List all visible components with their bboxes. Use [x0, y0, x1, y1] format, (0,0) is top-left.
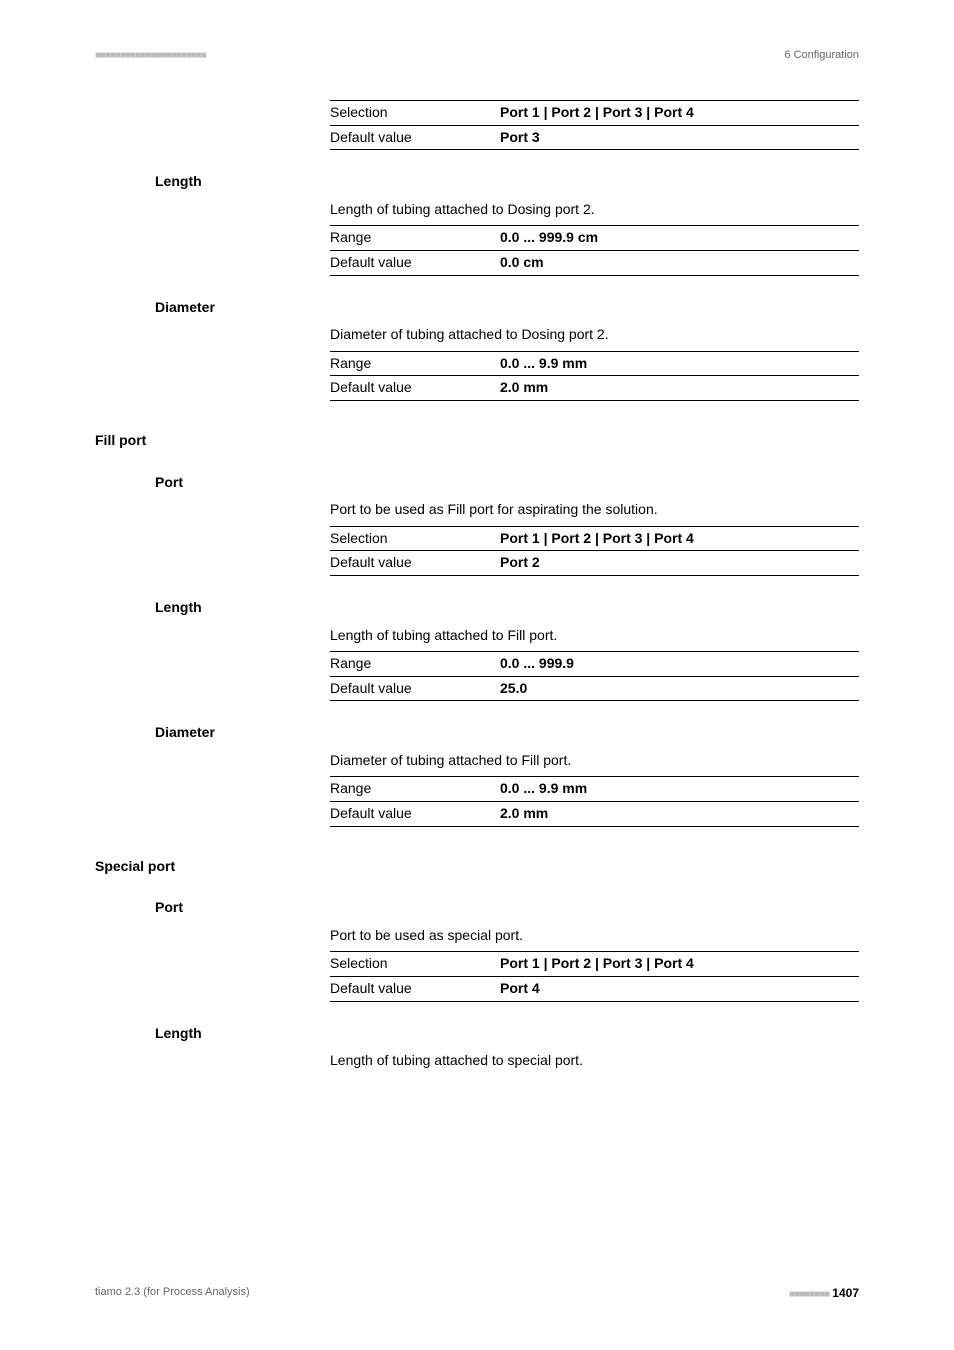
param-row: Range0.0 ... 9.9 mm: [330, 776, 859, 801]
param-block: Length Length of tubing attached to speci…: [155, 1024, 859, 1071]
param-indent: Diameter of tubing attached to Fill port…: [330, 751, 859, 827]
param-key: Default value: [330, 378, 500, 398]
param-label: Length: [155, 598, 859, 618]
param-indent: Port to be used as Fill port for aspirat…: [330, 500, 859, 576]
footer-left: tiamo 2.3 (for Process Analysis): [95, 1285, 250, 1302]
param-block: Port Port to be used as special port. Sele…: [155, 898, 859, 1001]
param-value: 0.0 ... 999.9: [500, 654, 859, 674]
param-key: Default value: [330, 253, 500, 273]
param-block: Length Length of tubing attached to Dosin…: [155, 172, 859, 275]
content-area: SelectionPort 1 | Port 2 | Port 3 | Port…: [155, 100, 859, 1077]
param-key: Default value: [330, 553, 500, 573]
param-key: Default value: [330, 679, 500, 699]
param-key: Range: [330, 779, 500, 799]
param-indent: SelectionPort 1 | Port 2 | Port 3 | Port…: [330, 100, 859, 150]
param-key: Default value: [330, 128, 500, 148]
param-value: 0.0 cm: [500, 253, 859, 273]
param-row: Default value2.0 mm: [330, 801, 859, 827]
param-indent: Port to be used as special port. Selectio…: [330, 926, 859, 1002]
param-row: Default value0.0 cm: [330, 250, 859, 276]
param-key: Range: [330, 654, 500, 674]
param-value: Port 3: [500, 128, 859, 148]
param-row: Default valuePort 4: [330, 976, 859, 1002]
param-description: Length of tubing attached to Fill port.: [330, 626, 859, 646]
param-row: SelectionPort 1 | Port 2 | Port 3 | Port…: [330, 951, 859, 976]
param-row: Default value2.0 mm: [330, 375, 859, 401]
param-row: Range0.0 ... 999.9: [330, 651, 859, 676]
param-block: Diameter Diameter of tubing attached to D…: [155, 298, 859, 401]
param-description: Port to be used as special port.: [330, 926, 859, 946]
param-description: Length of tubing attached to Dosing port…: [330, 200, 859, 220]
param-row: SelectionPort 1 | Port 2 | Port 3 | Port…: [330, 526, 859, 551]
param-value: 0.0 ... 9.9 mm: [500, 779, 859, 799]
param-key: Default value: [330, 804, 500, 824]
param-key: Default value: [330, 979, 500, 999]
footer-dots: ■■■■■■■■: [789, 1289, 829, 1300]
param-row: SelectionPort 1 | Port 2 | Port 3 | Port…: [330, 100, 859, 125]
param-label: Port: [155, 473, 859, 493]
param-value: 0.0 ... 9.9 mm: [500, 354, 859, 374]
section-heading: Special port: [95, 857, 859, 877]
param-row: Range0.0 ... 9.9 mm: [330, 351, 859, 376]
param-indent: Diameter of tubing attached to Dosing po…: [330, 325, 859, 401]
param-description: Diameter of tubing attached to Dosing po…: [330, 325, 859, 345]
param-description: Diameter of tubing attached to Fill port…: [330, 751, 859, 771]
param-key: Selection: [330, 103, 500, 123]
param-description: Length of tubing attached to special por…: [330, 1051, 859, 1071]
param-indent: Length of tubing attached to special por…: [330, 1051, 859, 1071]
param-value: Port 2: [500, 553, 859, 573]
param-block: Diameter Diameter of tubing attached to F…: [155, 723, 859, 826]
param-key: Selection: [330, 529, 500, 549]
param-key: Selection: [330, 954, 500, 974]
param-value: Port 1 | Port 2 | Port 3 | Port 4: [500, 529, 859, 549]
param-value: 25.0: [500, 679, 859, 699]
param-value: 2.0 mm: [500, 378, 859, 398]
param-block: SelectionPort 1 | Port 2 | Port 3 | Port…: [155, 100, 859, 150]
section-heading: Fill port: [95, 431, 859, 451]
param-label: Port: [155, 898, 859, 918]
param-label: Length: [155, 172, 859, 192]
param-block: Length Length of tubing attached to Fill …: [155, 598, 859, 701]
param-label: Length: [155, 1024, 859, 1044]
param-value: 0.0 ... 999.9 cm: [500, 228, 859, 248]
param-block: Port Port to be used as Fill port for asp…: [155, 473, 859, 576]
param-key: Range: [330, 354, 500, 374]
param-row: Default valuePort 3: [330, 125, 859, 151]
param-value: Port 1 | Port 2 | Port 3 | Port 4: [500, 103, 859, 123]
param-indent: Length of tubing attached to Dosing port…: [330, 200, 859, 276]
param-label: Diameter: [155, 723, 859, 743]
param-value: 2.0 mm: [500, 804, 859, 824]
param-label: Diameter: [155, 298, 859, 318]
param-row: Default valuePort 2: [330, 550, 859, 576]
header-dots: ■■■■■■■■■■■■■■■■■■■■■■: [95, 49, 206, 63]
page-footer: tiamo 2.3 (for Process Analysis) ■■■■■■■…: [95, 1285, 859, 1302]
param-row: Default value25.0: [330, 676, 859, 702]
page-header: ■■■■■■■■■■■■■■■■■■■■■■ 6 Configuration: [95, 48, 859, 63]
param-indent: Length of tubing attached to Fill port. R…: [330, 626, 859, 702]
header-chapter: 6 Configuration: [784, 48, 859, 63]
param-description: Port to be used as Fill port for aspirat…: [330, 500, 859, 520]
param-row: Range0.0 ... 999.9 cm: [330, 225, 859, 250]
param-value: Port 1 | Port 2 | Port 3 | Port 4: [500, 954, 859, 974]
page-number: 1407: [832, 1286, 859, 1300]
param-value: Port 4: [500, 979, 859, 999]
footer-right: ■■■■■■■■ 1407: [789, 1285, 859, 1302]
param-key: Range: [330, 228, 500, 248]
